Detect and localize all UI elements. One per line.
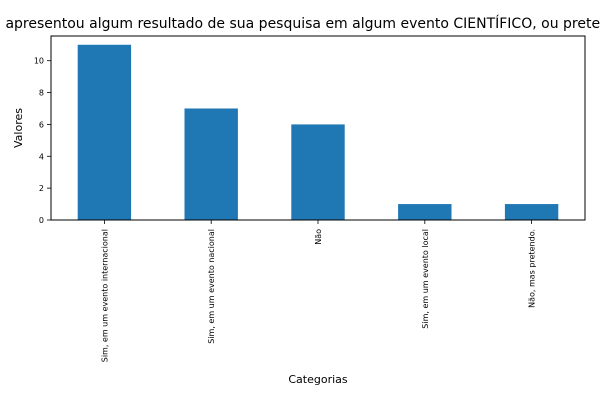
x-tick-label-2: Não <box>314 229 323 245</box>
x-tick-label-3: Sim, em um evento local <box>421 229 430 329</box>
bar-4 <box>504 204 559 220</box>
y-axis: 0 2 4 6 8 10 <box>34 57 51 225</box>
bar-0 <box>77 44 132 221</box>
y-tick-label-0: 0 <box>39 216 44 225</box>
bar-2 <box>291 124 345 220</box>
chart-title: Você já apresentou algum resultado de su… <box>0 15 600 32</box>
y-tick-label-3: 6 <box>39 120 44 129</box>
y-tick-label-2: 4 <box>39 152 44 161</box>
x-axis-label: Categorias <box>288 373 348 386</box>
y-tick-label-5: 10 <box>34 57 44 66</box>
y-tick-label-4: 8 <box>39 89 44 98</box>
x-tick-label-1: Sim, em um evento nacional <box>207 229 216 344</box>
x-axis: Sim, em um evento internacional Sim, em u… <box>100 220 537 362</box>
x-tick-label-0: Sim, em um evento internacional <box>100 229 109 362</box>
plot-frame <box>50 35 586 221</box>
x-tick-label-4: Não, mas pretendo. <box>528 229 537 308</box>
bars-layer <box>77 44 559 221</box>
y-tick-label-1: 2 <box>39 184 44 193</box>
bar-1 <box>184 108 238 220</box>
bar-3 <box>398 204 452 220</box>
y-axis-label: Valores <box>12 108 25 148</box>
